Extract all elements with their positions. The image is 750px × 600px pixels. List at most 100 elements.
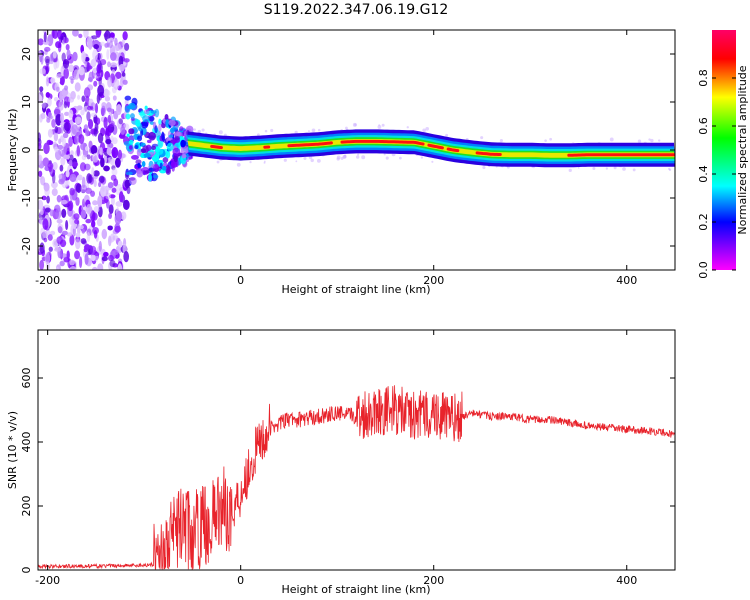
spectrogram-noise-blob [85,187,92,194]
spectrogram-halo-dot [354,123,357,126]
spectrogram-noise-blob [42,218,49,230]
spectrogram-transition-blob [128,145,133,150]
spectrogram-noise-blob [83,244,91,251]
spectrogram-halo-dot [377,125,382,129]
spectrogram-transition-blob [125,113,131,120]
spectrogram-noise-blob [57,30,62,40]
spectrogram-noise-blob [75,196,80,206]
spectrogram-transition-blob [174,131,183,137]
spectrogram-halo-dot [340,157,344,160]
spectrogram-noise-blob [40,176,46,186]
spectrogram-y-tick-label: 20 [20,47,33,61]
spectrogram-transition-blob [128,139,134,145]
spectrogram-noise-blob [112,95,117,101]
spectrogram-noise-blob [58,42,62,49]
spectrogram-halo-dot [336,155,341,160]
spectrogram-noise-blob [97,132,104,144]
spectrogram-transition-blob [165,118,170,128]
spectrogram-halo-dot [648,138,651,141]
spectrogram-noise-blob [52,30,59,40]
spectrogram-noise-blob [57,144,64,150]
spectrogram-noise-blob [113,78,120,91]
spectrogram-noise-blob [69,187,75,196]
spectrogram-noise-blob [101,256,108,262]
spectrogram-noise-blob [49,230,56,236]
spectrogram-noise-blob [80,209,87,219]
spectrogram-noise-blob [107,107,112,113]
spectrogram-noise-blob [86,105,94,111]
spectrogram-noise-blob [39,217,43,226]
spectrogram-noise-blob [96,64,102,74]
spectrogram-transition-blob [158,123,162,132]
spectrogram-noise-blob [107,76,113,88]
spectrogram-halo-dot [568,168,572,173]
snr-x-axis-title: Height of straight line (km) [281,583,430,596]
spectrogram-noise-blob [81,95,86,102]
snr-frame [37,329,676,571]
spectrogram-halo-dot [218,130,223,135]
spectrogram-halo-dot [613,166,617,170]
spectrogram-noise-blob [58,100,64,111]
spectrogram-noise-blob [60,253,67,259]
spectrogram-transition-blob [138,111,146,116]
spectrogram-halo-dot [249,161,252,164]
spectrogram-noise-blob [45,58,50,66]
spectrogram-halo-dot [549,137,553,141]
spectrogram-transition-blob [125,171,133,176]
spectrogram-noise-blob [58,138,62,145]
spectrogram-noise-blob [67,200,74,212]
spectrogram-noise-blob [111,168,118,176]
spectrogram-noise-blob [78,256,83,269]
colorbar-gradient [712,30,736,270]
spectrogram-halo-dot [193,128,196,131]
spectrogram-transition-blob [150,145,156,150]
spectrogram-halo-dot [480,136,484,140]
spectrogram-noise-blob [117,263,123,270]
spectrogram-noise-blob [110,174,117,181]
spectrogram-x-axis-title: Height of straight line (km) [281,283,430,296]
spectrogram-noise-blob [108,204,114,215]
spectrogram-noise-blob [42,230,48,239]
spectrogram-noise-blob [90,144,98,155]
spectrogram-noise-blob [103,165,110,172]
spectrogram-noise-blob [56,218,63,224]
spectrogram-noise-blob [98,240,102,252]
spectrogram-noise-blob [53,96,59,102]
spectrogram-transition-blob [154,108,160,118]
spectrogram-noise-blob [68,109,74,119]
spectrogram-ridge-core [340,139,425,146]
spectrogram-noise-blob [117,240,123,248]
snr-series-line [38,385,675,570]
spectrogram-noise-blob [43,142,50,155]
spectrogram-halo-dot [357,153,360,156]
spectrogram-noise-blob [73,69,80,80]
spectrogram-x-tick-label: 400 [616,274,637,287]
spectrogram-noise-blob [115,201,123,207]
spectrogram-halo-dot [399,156,402,160]
snr-x-tick-label: 0 [237,574,244,587]
spectrogram-noise-blob [76,105,83,111]
spectrogram-noise-blob [107,61,111,68]
spectrogram-transition-blob [130,113,135,119]
spectrogram-noise-blob [38,142,42,151]
spectrogram-transition-blob [148,116,155,122]
spectrogram-noise-blob [107,38,111,43]
spectrogram-halo-dot [609,137,614,142]
spectrogram-noise-blob [76,174,83,181]
spectrogram-noise-blob [80,142,87,151]
spectrogram-noise-blob [91,220,96,228]
spectrogram-noise-blob [88,140,93,149]
spectrogram-noise-blob [79,162,87,172]
spectrogram-noise-blob [42,40,50,45]
spectrogram-transition-blob [144,105,148,110]
spectrogram-noise-blob [81,154,87,161]
spectrogram-transition-blob [180,140,187,146]
spectrogram-transition-blob [146,139,152,144]
spectrogram-y-tick-label: 10 [20,95,33,109]
spectrogram-ridge-core [427,143,444,150]
spectrogram-noise-blob [91,212,98,221]
spectrogram-noise-blob [84,129,90,137]
spectrogram-transition-blob [179,126,184,131]
spectrogram-noise-blob [122,31,128,41]
